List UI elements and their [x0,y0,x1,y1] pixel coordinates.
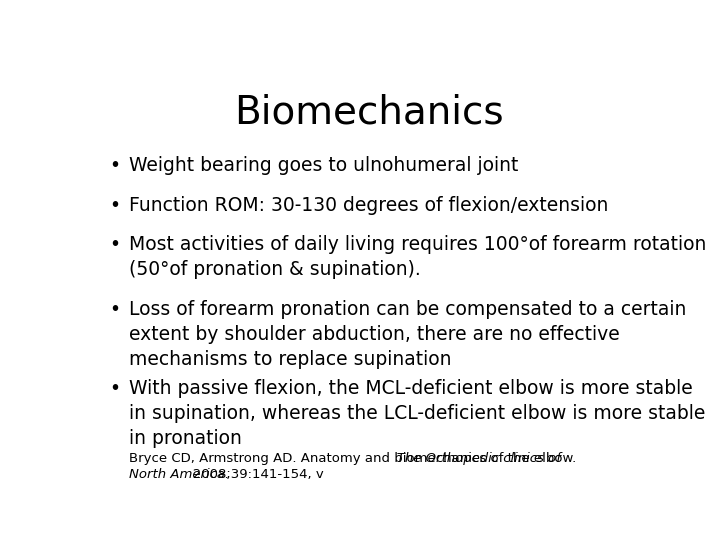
Text: Loss of forearm pronation can be compensated to a certain
extent by shoulder abd: Loss of forearm pronation can be compens… [129,300,686,369]
Text: Bryce CD, Armstrong AD. Anatomy and biomechanics of the elbow.: Bryce CD, Armstrong AD. Anatomy and biom… [129,453,580,465]
Text: With passive flexion, the MCL-deficient elbow is more stable
in supination, wher: With passive flexion, the MCL-deficient … [129,379,706,448]
Text: Function ROM: 30-130 degrees of flexion/extension: Function ROM: 30-130 degrees of flexion/… [129,196,608,215]
Text: •: • [109,156,121,176]
Text: North America.: North America. [129,468,229,481]
Text: •: • [109,300,121,319]
Text: Biomechanics: Biomechanics [234,94,504,132]
Text: Most activities of daily living requires 100°of forearm rotation
(50°of pronatio: Most activities of daily living requires… [129,235,706,279]
Text: •: • [109,196,121,215]
Text: •: • [109,379,121,398]
Text: •: • [109,235,121,254]
Text: Weight bearing goes to ulnohumeral joint: Weight bearing goes to ulnohumeral joint [129,156,518,176]
Text: The Orthopedic clinics of: The Orthopedic clinics of [129,453,561,465]
Text: 2008;39:141-154, v: 2008;39:141-154, v [129,468,324,481]
